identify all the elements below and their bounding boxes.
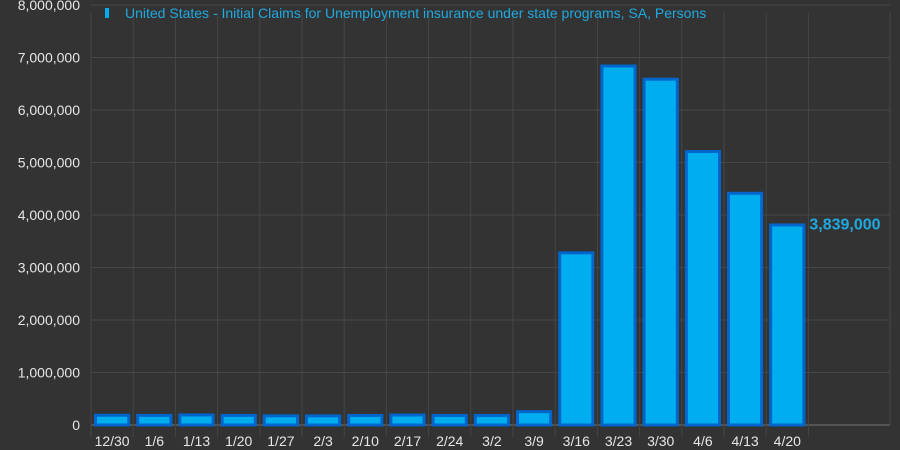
y-tick-label: 5,000,000	[18, 155, 80, 171]
x-tick-label: 1/20	[225, 433, 252, 449]
x-tick-label: 3/30	[647, 433, 674, 449]
x-tick-label: 12/30	[95, 433, 130, 449]
y-tick-label: 7,000,000	[18, 50, 80, 66]
y-tick-label: 3,000,000	[18, 260, 80, 276]
x-tick-label: 3/16	[563, 433, 590, 449]
x-tick-label: 1/6	[145, 433, 165, 449]
x-tick-label: 4/6	[693, 433, 713, 449]
y-tick-label: 4,000,000	[18, 207, 80, 223]
x-tick-label: 3/23	[605, 433, 632, 449]
y-tick-label: 6,000,000	[18, 102, 80, 118]
x-tick-label: 2/3	[313, 433, 333, 449]
bar	[558, 251, 595, 427]
y-tick-label: 0	[72, 417, 80, 433]
bar	[220, 413, 257, 427]
x-tick-label: 4/13	[731, 433, 758, 449]
y-tick-label: 8,000,000	[18, 0, 80, 13]
bar	[684, 150, 721, 427]
bar	[769, 223, 806, 427]
y-tick-label: 2,000,000	[18, 312, 80, 328]
bar	[473, 413, 510, 427]
bar	[727, 191, 764, 427]
bar	[178, 413, 215, 427]
bar	[431, 413, 468, 427]
bar	[389, 413, 426, 427]
last-value-label: 3,839,000	[809, 216, 880, 233]
x-tick-label: 4/20	[774, 433, 801, 449]
legend-label: United States - Initial Claims for Unemp…	[125, 5, 707, 21]
legend-swatch-icon	[105, 8, 109, 18]
y-tick-label: 1,000,000	[18, 365, 80, 381]
legend: United States - Initial Claims for Unemp…	[105, 5, 706, 21]
x-tick-label: 3/2	[482, 433, 502, 449]
bar	[347, 413, 384, 427]
x-tick-label: 1/27	[267, 433, 294, 449]
x-tick-label: 2/24	[436, 433, 463, 449]
bar	[136, 413, 173, 427]
bar	[642, 77, 679, 427]
bar	[600, 64, 637, 427]
bar	[516, 410, 553, 427]
x-tick-label: 3/9	[524, 433, 544, 449]
x-tick-label: 2/10	[352, 433, 379, 449]
x-tick-label: 1/13	[183, 433, 210, 449]
bar	[94, 413, 131, 427]
bar	[305, 414, 342, 427]
bar	[262, 414, 299, 427]
x-tick-label: 2/17	[394, 433, 421, 449]
